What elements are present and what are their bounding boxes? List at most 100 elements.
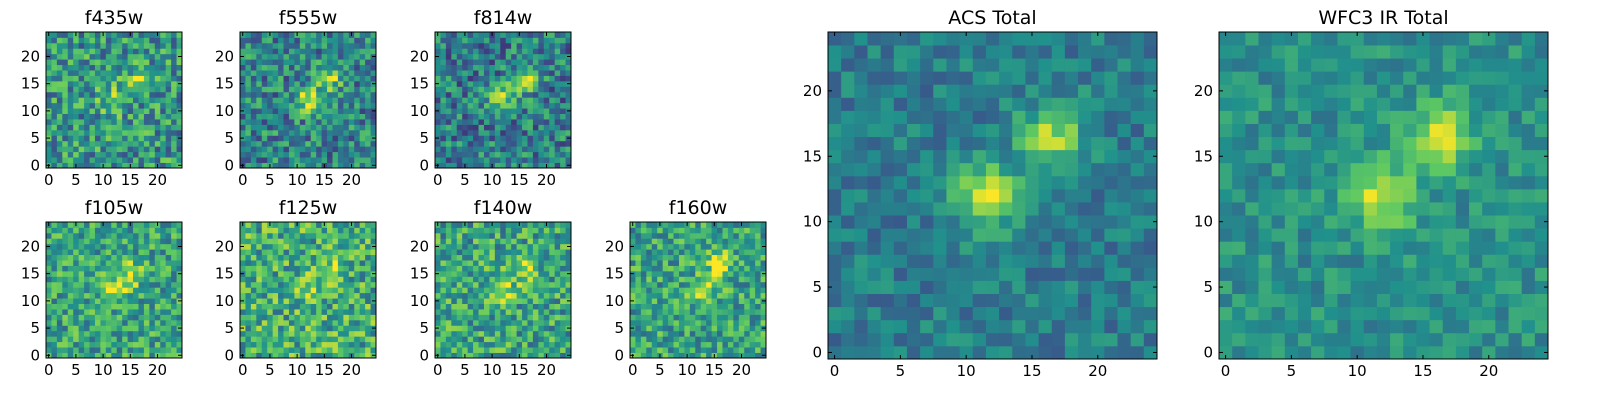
heatmap-cell [473,270,479,277]
heatmap-cell [67,292,74,299]
heatmap-cell [841,332,855,347]
heatmap-cell [640,352,647,359]
heatmap-cell [435,341,441,348]
heatmap-cell [695,270,702,277]
heatmap-cell [310,243,317,250]
heatmap-cell [755,260,761,266]
heatmap-cell [543,336,550,343]
heatmap-cell [668,325,674,332]
heatmap-cell [89,86,96,93]
heatmap-cell [73,135,80,142]
heatmap-cell [489,227,496,234]
heatmap-cell [880,162,895,177]
heatmap-cell [760,330,767,337]
heatmap-cell [154,292,161,299]
heatmap-cell [906,228,921,242]
heatmap-cell [635,325,642,332]
heatmap-cell [138,260,145,266]
heatmap-cell [299,254,306,261]
heatmap-cell [522,140,528,147]
heatmap-cell [127,53,134,60]
heatmap-cell [46,64,52,71]
heatmap-cell [1091,175,1105,190]
heatmap-cell [532,227,539,234]
heatmap-cell [89,303,96,310]
heatmap-cell [467,287,474,294]
heatmap-cell [294,42,301,49]
heatmap-cell [854,306,868,321]
heatmap-cell [456,157,463,163]
heatmap-cell [62,319,69,326]
heatmap-cell [245,336,252,343]
heatmap-cell [176,222,183,228]
heatmap-cell [560,119,566,125]
heatmap-cell [299,249,306,256]
heatmap-cell [435,70,441,76]
heatmap-cell [717,232,723,239]
heatmap-cell [332,59,339,66]
heatmap-cell [565,287,572,294]
heatmap-cell [565,151,572,158]
heatmap-cell [933,215,947,229]
heatmap-cell [62,113,69,120]
heatmap-cell [176,59,183,66]
heatmap-cell [365,336,371,343]
heatmap-cell [337,314,344,321]
heatmap-cell [511,249,517,256]
heatmap-cell [354,97,361,104]
heatmap-cell [854,254,868,268]
heatmap-cell [138,243,145,250]
heatmap-cell [538,281,545,288]
heatmap-cell [165,314,172,321]
heatmap-cell [267,37,274,44]
heatmap-cell [527,102,534,109]
heatmap-cell [343,265,350,272]
heatmap-cell [1130,202,1145,216]
heatmap-cell [327,303,333,310]
heatmap-cell [538,135,545,142]
heatmap-cell [316,140,322,147]
heatmap-cell [165,119,172,125]
heatmap-cell [272,232,279,239]
heatmap-cell [84,243,90,250]
heatmap-cell [445,32,452,38]
heatmap-cell [494,314,501,321]
heatmap-cell [516,292,523,299]
heatmap-cell [133,243,139,250]
heatmap-cell [522,270,528,277]
heatmap-cell [522,59,528,66]
heatmap-cell [176,260,183,266]
heatmap-cell [327,270,333,277]
heatmap-cell [67,162,74,169]
heatmap-cell [365,347,371,353]
heatmap-cell [359,249,366,256]
heatmap-cell [154,287,161,294]
heatmap-cell [532,298,539,304]
heatmap-cell [867,202,882,216]
heatmap-cell [543,276,550,283]
heatmap-cell [370,341,377,348]
heatmap-cell [316,287,322,294]
heatmap-cell [1025,188,1039,203]
heatmap-cell [310,48,317,55]
heatmap-cell [505,48,512,55]
heatmap-cell [51,238,58,245]
heatmap-cell [51,276,58,283]
heatmap-cell [630,309,636,315]
heatmap-cell [854,228,868,242]
heatmap-cell [138,265,145,272]
heatmap-cell [549,53,556,60]
heatmap-cell [250,64,257,71]
heatmap-cell [511,75,517,82]
heatmap-cell [138,292,145,299]
heatmap-cell [348,276,355,283]
heatmap-cell [240,64,246,71]
heatmap-cell [73,347,80,353]
heatmap-cell [348,91,355,98]
heatmap-cell [854,319,868,334]
heatmap-cell [133,59,139,66]
heatmap-cell [755,292,761,299]
heatmap-cell [532,319,539,326]
heatmap-cell [67,146,74,153]
heatmap-cell [127,108,134,114]
